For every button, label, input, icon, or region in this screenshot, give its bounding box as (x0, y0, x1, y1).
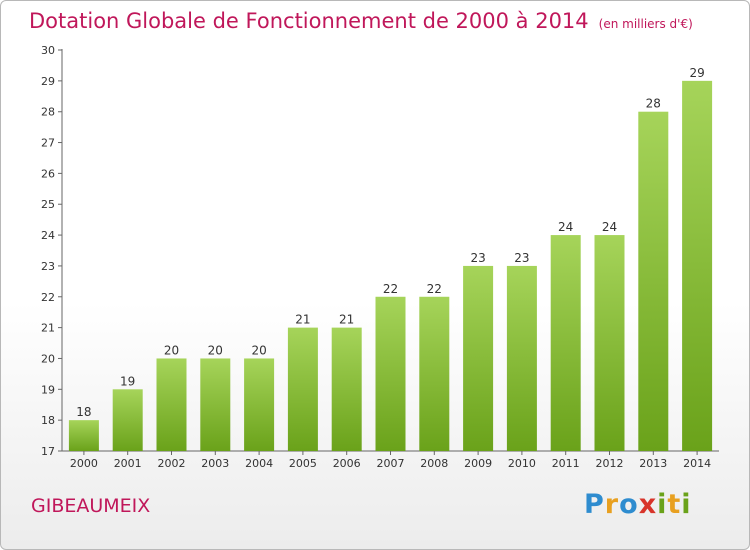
chart-bars (68, 80, 713, 451)
bar (463, 265, 494, 451)
chart-unit-label: (en milliers d'€) (598, 17, 693, 31)
bar-value-label: 18 (76, 405, 91, 419)
logo-letter: o (619, 489, 639, 520)
y-tick-label: 26 (41, 167, 55, 180)
bar-value-label: 23 (514, 251, 529, 265)
commune-name: GIBEAUMEIX (31, 495, 151, 517)
y-tick-label: 29 (41, 75, 55, 88)
bar (506, 265, 537, 451)
bar-value-label: 19 (120, 374, 135, 388)
y-tick-label: 27 (41, 137, 55, 150)
x-tick-label: 2005 (289, 457, 317, 470)
chart-labels: 18 19 20 20 20 21 21 22 22 23 23 24 24 28 29 (76, 66, 704, 419)
bar (200, 358, 231, 451)
bar-value-label: 24 (602, 220, 617, 234)
bar (375, 296, 406, 451)
x-tick-label: 2006 (333, 457, 361, 470)
y-tick-label: 22 (41, 291, 55, 304)
y-tick-label: 19 (41, 383, 55, 396)
bar-value-label: 21 (339, 313, 354, 327)
bar (419, 296, 450, 451)
logo-letter: r (604, 489, 620, 520)
bar (638, 111, 669, 451)
logo-letter: i (657, 489, 668, 520)
chart-title: Dotation Globale de Fonctionnement de 20… (29, 9, 693, 33)
x-tick-label: 2000 (70, 457, 98, 470)
bar (287, 327, 318, 451)
bar (550, 235, 581, 451)
x-tick-label: 2008 (420, 457, 448, 470)
bar-value-label: 29 (689, 66, 704, 80)
bar (68, 420, 99, 451)
y-tick-label: 23 (41, 260, 55, 273)
x-tick-label: 2002 (158, 457, 186, 470)
y-tick-label: 24 (41, 229, 55, 242)
bar-value-label: 22 (383, 282, 398, 296)
y-tick-label: 20 (41, 352, 55, 365)
y-tick-label: 25 (41, 198, 55, 211)
x-tick-label: 2010 (508, 457, 536, 470)
bar-value-label: 21 (295, 313, 310, 327)
x-tick-label: 2009 (464, 457, 492, 470)
x-tick-label: 2013 (639, 457, 667, 470)
proxiti-logo: Proxiti (584, 489, 692, 520)
y-tick-label: 17 (41, 445, 55, 458)
bar-value-label: 24 (558, 220, 573, 234)
bar-value-label: 20 (251, 343, 266, 357)
bar-value-label: 22 (427, 282, 442, 296)
y-tick-label: 30 (41, 44, 55, 57)
y-tick-label: 18 (41, 414, 55, 427)
bar-value-label: 20 (208, 343, 223, 357)
y-tick-label: 21 (41, 322, 55, 335)
logo-letter: t (667, 489, 682, 520)
x-tick-label: 2007 (377, 457, 405, 470)
x-tick-label: 2001 (114, 457, 142, 470)
x-tick-label: 2004 (245, 457, 273, 470)
bar-value-label: 23 (470, 251, 485, 265)
bar-value-label: 28 (646, 97, 661, 111)
x-tick-label: 2012 (596, 457, 624, 470)
y-tick-label: 28 (41, 106, 55, 119)
bar (682, 80, 713, 451)
bar (112, 389, 143, 451)
bar (594, 235, 625, 451)
chart-axes: 17 18 19 20 21 22 23 24 25 26 27 28 29 30 2000 2001 2002… (41, 44, 719, 470)
bar (244, 358, 275, 451)
bar-value-label: 20 (164, 343, 179, 357)
x-tick-label: 2014 (683, 457, 711, 470)
x-tick-label: 2003 (201, 457, 229, 470)
logo-letter: x (638, 489, 658, 520)
bar (156, 358, 187, 451)
chart-title-text: Dotation Globale de Fonctionnement de 20… (29, 9, 589, 33)
logo-letter: i (681, 489, 692, 520)
bar (331, 327, 362, 451)
x-tick-label: 2011 (552, 457, 580, 470)
logo-letter: P (584, 489, 605, 520)
